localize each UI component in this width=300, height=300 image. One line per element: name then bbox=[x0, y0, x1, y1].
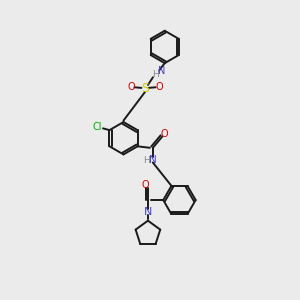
Text: S: S bbox=[141, 82, 149, 95]
Text: O: O bbox=[155, 82, 163, 92]
Text: N: N bbox=[158, 66, 165, 76]
Text: N: N bbox=[149, 155, 157, 165]
Text: O: O bbox=[142, 180, 149, 190]
Text: H: H bbox=[152, 70, 159, 79]
Text: O: O bbox=[127, 82, 135, 92]
Text: O: O bbox=[161, 129, 168, 139]
Text: H: H bbox=[144, 156, 150, 165]
Text: Cl: Cl bbox=[92, 122, 102, 132]
Text: N: N bbox=[144, 207, 152, 218]
